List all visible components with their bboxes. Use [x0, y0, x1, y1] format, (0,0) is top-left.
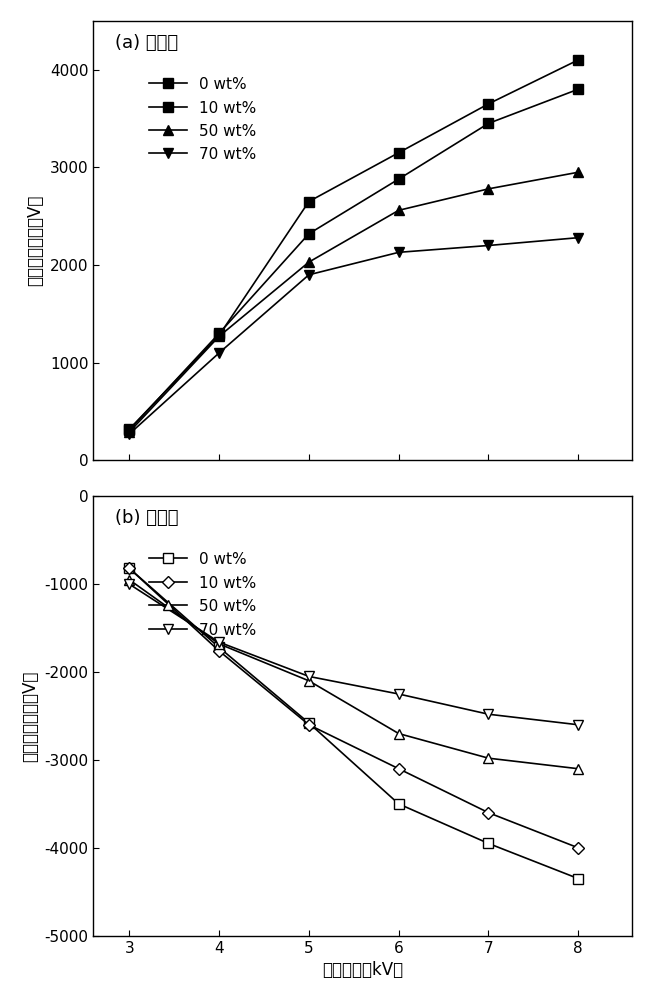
10 wt%: [215, 645, 223, 657]
70 wt%: [215, 347, 223, 359]
70 wt%: [125, 428, 133, 440]
Line: 0 wt%: 0 wt%: [125, 563, 583, 883]
0 wt%: [575, 54, 582, 66]
50 wt%: [125, 426, 133, 438]
Y-axis label: 初始表面电位（V）: 初始表面电位（V）: [26, 195, 44, 286]
70 wt%: [575, 232, 582, 244]
Legend: 0 wt%, 10 wt%, 50 wt%, 70 wt%: 0 wt%, 10 wt%, 50 wt%, 70 wt%: [144, 548, 261, 642]
70 wt%: [305, 269, 313, 281]
50 wt%: [485, 183, 492, 195]
50 wt%: [305, 675, 313, 687]
Line: 0 wt%: 0 wt%: [125, 55, 583, 434]
50 wt%: [395, 728, 403, 740]
0 wt%: [575, 873, 582, 885]
10 wt%: [485, 807, 492, 819]
50 wt%: [575, 763, 582, 775]
50 wt%: [575, 166, 582, 178]
70 wt%: [305, 670, 313, 682]
50 wt%: [305, 256, 313, 268]
0 wt%: [305, 196, 313, 208]
0 wt%: [125, 562, 133, 574]
10 wt%: [125, 562, 133, 574]
Line: 50 wt%: 50 wt%: [125, 575, 583, 774]
70 wt%: [575, 719, 582, 731]
Line: 50 wt%: 50 wt%: [125, 167, 583, 437]
0 wt%: [305, 717, 313, 729]
0 wt%: [485, 837, 492, 849]
Text: (b) 负电晕: (b) 负电晕: [115, 509, 178, 527]
70 wt%: [125, 578, 133, 590]
10 wt%: [575, 83, 582, 95]
10 wt%: [485, 117, 492, 129]
Line: 10 wt%: 10 wt%: [125, 564, 582, 852]
10 wt%: [395, 173, 403, 185]
0 wt%: [215, 329, 223, 341]
10 wt%: [575, 842, 582, 854]
0 wt%: [485, 98, 492, 110]
0 wt%: [395, 798, 403, 810]
Y-axis label: 初始表面电位（V）: 初始表面电位（V）: [21, 670, 39, 762]
Line: 10 wt%: 10 wt%: [125, 84, 583, 435]
10 wt%: [305, 719, 313, 731]
50 wt%: [395, 204, 403, 216]
X-axis label: 电压幅值（kV）: 电压幅值（kV）: [322, 961, 404, 979]
50 wt%: [485, 752, 492, 764]
Text: (a) 正电晕: (a) 正电晕: [115, 34, 178, 52]
70 wt%: [395, 688, 403, 700]
10 wt%: [395, 763, 403, 775]
70 wt%: [395, 246, 403, 258]
50 wt%: [215, 638, 223, 650]
10 wt%: [215, 327, 223, 339]
10 wt%: [305, 228, 313, 240]
Legend: 0 wt%, 10 wt%, 50 wt%, 70 wt%: 0 wt%, 10 wt%, 50 wt%, 70 wt%: [144, 72, 261, 167]
70 wt%: [485, 708, 492, 720]
Line: 70 wt%: 70 wt%: [125, 233, 583, 439]
50 wt%: [215, 330, 223, 342]
10 wt%: [125, 424, 133, 436]
70 wt%: [485, 239, 492, 251]
0 wt%: [125, 423, 133, 435]
0 wt%: [395, 147, 403, 159]
0 wt%: [215, 641, 223, 653]
50 wt%: [125, 574, 133, 586]
70 wt%: [215, 636, 223, 648]
Line: 70 wt%: 70 wt%: [125, 579, 583, 730]
